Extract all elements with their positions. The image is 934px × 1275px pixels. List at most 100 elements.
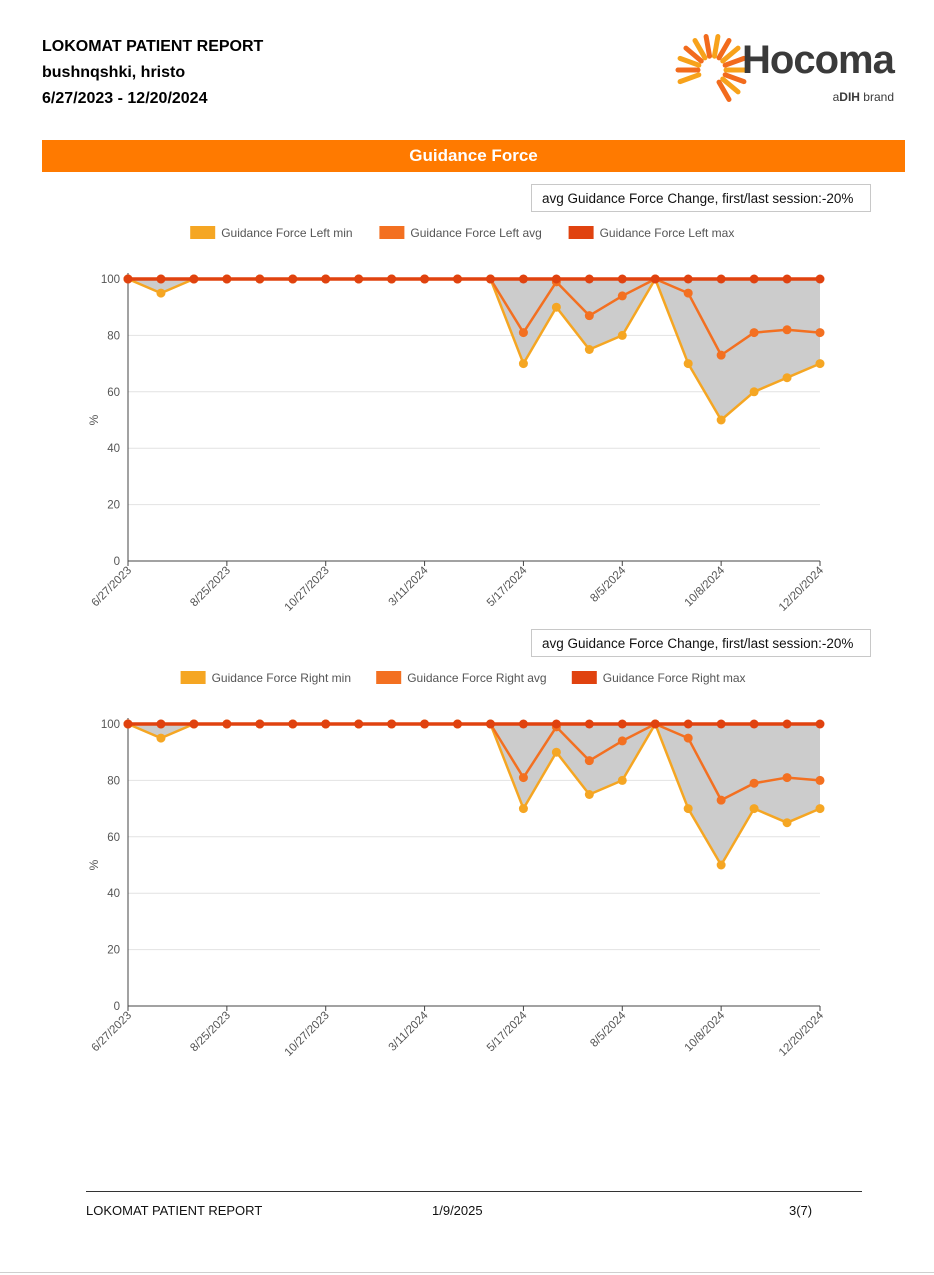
sunburst-ray: [677, 72, 702, 85]
change-note-right: avg Guidance Force Change, first/last se…: [531, 629, 871, 657]
data-point-s2-1: [156, 719, 166, 729]
data-point-s0-21: [815, 359, 825, 369]
legend-label-1: Guidance Force Right avg: [407, 671, 546, 685]
change-note-left: avg Guidance Force Change, first/last se…: [531, 184, 871, 212]
data-point-s0-1: [156, 733, 166, 743]
data-point-s0-12: [518, 804, 528, 814]
y-tick-label: 40: [107, 888, 120, 900]
data-point-s2-4: [255, 719, 265, 729]
data-point-s2-9: [420, 719, 430, 729]
data-point-s0-13: [551, 302, 561, 312]
footer-page-number: 3(7): [789, 1203, 813, 1218]
data-point-s2-1: [156, 274, 166, 284]
report-header: LOKOMAT PATIENT REPORT bushnqshki, hrist…: [42, 34, 263, 112]
data-point-s2-6: [321, 719, 331, 729]
data-point-s0-13: [551, 747, 561, 757]
y-tick-label: 100: [101, 274, 120, 286]
x-tick-label: 10/8/2024: [683, 564, 728, 609]
y-tick-label: 80: [107, 330, 120, 342]
legend-swatch-0: [190, 226, 216, 239]
data-point-s2-16: [650, 274, 660, 284]
data-point-s1-20: [782, 773, 792, 783]
data-point-s0-1: [156, 288, 166, 298]
y-tick-label: 100: [101, 719, 120, 731]
data-point-s2-2: [189, 719, 199, 729]
data-point-s2-3: [222, 274, 232, 284]
y-tick-label: 80: [107, 775, 120, 787]
data-point-s0-12: [518, 359, 528, 369]
legend-swatch-1: [379, 226, 405, 239]
y-tick-label: 20: [107, 945, 120, 957]
data-point-s2-18: [716, 274, 726, 284]
legend-swatch-2: [568, 226, 594, 239]
x-tick-label: 8/5/2024: [588, 564, 629, 605]
data-point-s1-14: [584, 311, 594, 321]
data-point-s1-18: [716, 350, 726, 360]
data-point-s2-15: [617, 719, 627, 729]
x-tick-label: 3/11/2024: [387, 1009, 431, 1053]
logo-wordmark: Hocoma: [742, 38, 895, 82]
data-point-s2-0: [123, 719, 133, 729]
data-point-s2-20: [782, 719, 792, 729]
data-point-s0-17: [683, 804, 693, 814]
data-point-s2-15: [617, 274, 627, 284]
sunburst-ray: [720, 76, 741, 95]
data-point-s1-17: [683, 288, 693, 298]
y-tick-label: 0: [114, 1001, 120, 1013]
legend-label-2: Guidance Force Right max: [603, 671, 746, 685]
legend-swatch-2: [571, 671, 597, 684]
data-point-s2-20: [782, 274, 792, 284]
report-date-range: 6/27/2023 - 12/20/2024: [42, 90, 208, 107]
sunburst-ray: [703, 34, 713, 59]
data-point-s2-10: [453, 274, 463, 284]
report-title: LOKOMAT PATIENT REPORT: [42, 38, 264, 55]
data-point-s1-19: [749, 778, 759, 788]
x-tick-label: 6/27/2023: [89, 1010, 134, 1055]
data-point-s1-15: [617, 291, 627, 301]
data-point-s0-19: [749, 387, 759, 397]
data-point-s2-5: [288, 274, 298, 284]
legend-swatch-0: [180, 671, 206, 684]
legend-label-1: Guidance Force Left avg: [410, 226, 541, 240]
data-point-s2-7: [354, 719, 364, 729]
footer-divider: [86, 1191, 862, 1192]
x-tick-label: 12/20/2024: [777, 564, 827, 614]
min-max-range-area: [128, 279, 820, 420]
data-point-s1-21: [815, 775, 825, 785]
data-point-s2-0: [123, 274, 133, 284]
data-point-s2-13: [551, 274, 561, 284]
data-point-s2-11: [485, 719, 495, 729]
data-point-s0-15: [617, 775, 627, 785]
data-point-s1-14: [584, 756, 594, 766]
data-point-s1-17: [683, 733, 693, 743]
x-tick-label: 5/17/2024: [485, 1009, 530, 1054]
x-tick-label: 12/20/2024: [777, 1009, 827, 1059]
data-point-s2-13: [551, 719, 561, 729]
data-point-s2-17: [683, 719, 693, 729]
data-point-s2-8: [387, 274, 397, 284]
x-tick-label: 8/5/2024: [588, 1009, 629, 1050]
data-point-s2-12: [518, 274, 528, 284]
data-point-s2-14: [584, 719, 594, 729]
data-point-s2-9: [420, 274, 430, 284]
x-tick-label: 10/8/2024: [683, 1009, 728, 1054]
x-tick-label: 8/25/2023: [188, 1010, 233, 1055]
y-tick-label: 60: [107, 832, 120, 844]
data-point-s2-8: [387, 719, 397, 729]
data-point-s2-10: [453, 719, 463, 729]
data-point-s2-19: [749, 719, 759, 729]
sunburst-ray: [677, 55, 702, 68]
data-point-s1-20: [782, 325, 792, 335]
x-tick-label: 5/17/2024: [485, 564, 530, 609]
data-point-s2-19: [749, 274, 759, 284]
y-tick-label: 60: [107, 387, 120, 399]
data-point-s0-20: [782, 373, 792, 383]
data-point-s2-18: [716, 719, 726, 729]
x-tick-label: 10/27/2023: [283, 1010, 332, 1059]
sunburst-ray: [711, 34, 721, 59]
min-max-range-area: [128, 724, 820, 865]
legend-label-0: Guidance Force Left min: [221, 226, 352, 240]
data-point-s0-20: [782, 818, 792, 828]
data-point-s2-7: [354, 274, 364, 284]
data-point-s2-11: [485, 274, 495, 284]
